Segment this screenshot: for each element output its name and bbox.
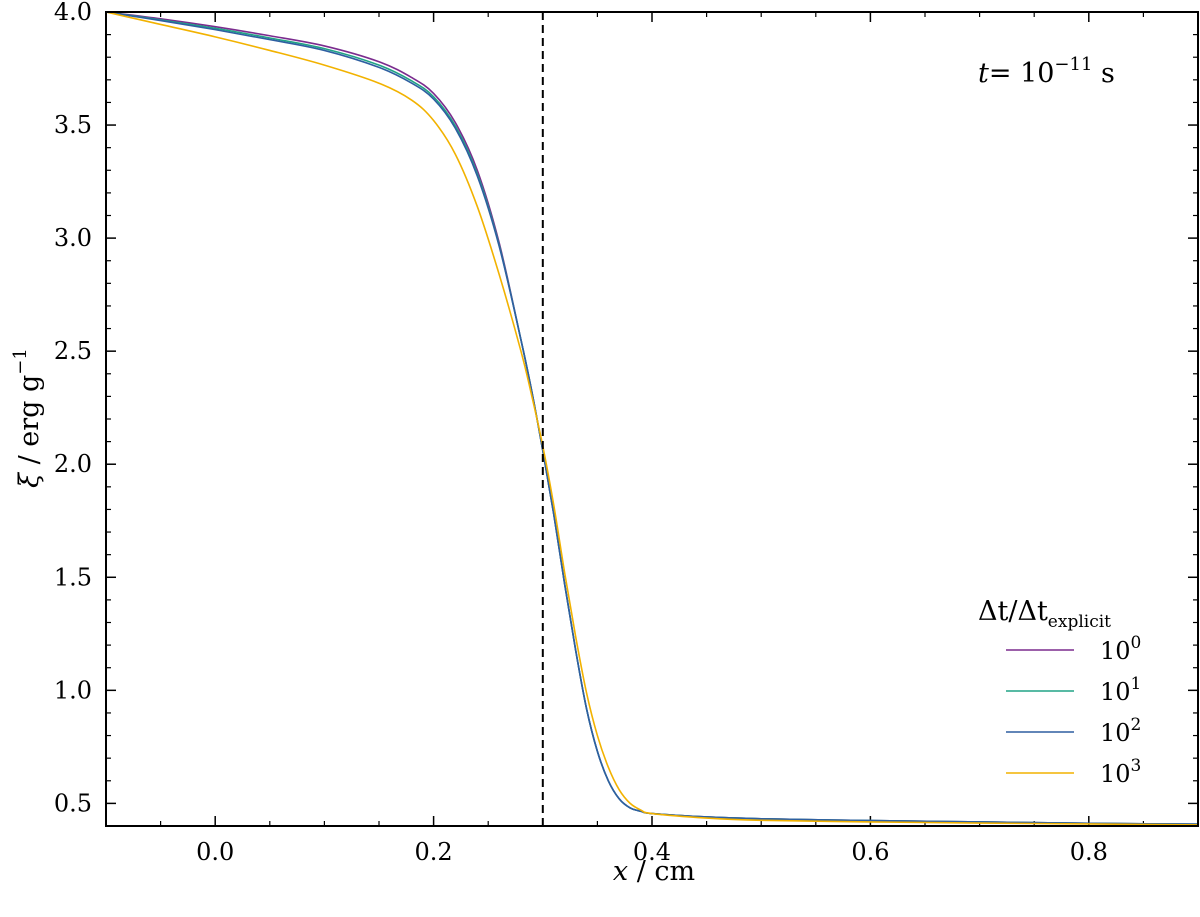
x-tick-label: 0.4 <box>633 838 671 866</box>
y-tick-label: 0.5 <box>54 789 92 817</box>
legend-entries: 100 101 102 103 <box>1006 633 1141 788</box>
x-tick-label: 0.2 <box>415 838 453 866</box>
y-tick-label: 2.5 <box>54 337 92 365</box>
y-tick-label: 4.0 <box>54 0 92 26</box>
y-axis-label: ξ / erg g−1 <box>10 348 45 488</box>
legend-label-1: 101 <box>1100 674 1141 706</box>
x-tick-label: 0.8 <box>1070 838 1108 866</box>
y-axis-label-exp: −1 <box>10 348 31 375</box>
y-tick-label: 3.5 <box>54 111 92 139</box>
time-annotation-unit: s <box>1092 58 1114 89</box>
y-axis-label-unit: / erg g <box>14 375 45 473</box>
y-tick-label: 1.0 <box>54 676 92 704</box>
legend-title-main: Δt/Δt <box>978 596 1048 627</box>
x-tick-label: 0.0 <box>196 838 234 866</box>
time-annotation-exp: −11 <box>1054 54 1092 75</box>
legend-title: Δt/Δtexplicit <box>978 596 1111 632</box>
x-axis-label: x / cm <box>613 856 695 887</box>
time-annotation: t= 10−11 s <box>978 54 1115 89</box>
y-tick-label: 2.0 <box>54 450 92 478</box>
x-axis-label-unit: / cm <box>628 856 695 887</box>
series-layer <box>105 11 1199 826</box>
x-axis-label-var: x <box>613 856 628 887</box>
legend: Δt/Δtexplicit 100 101 102 103 <box>978 596 1141 788</box>
y-tick-label: 3.0 <box>54 224 92 252</box>
series-line-3 <box>105 11 1199 826</box>
legend-label-3: 103 <box>1100 756 1141 788</box>
y-axis-label-var: ξ <box>14 472 45 488</box>
series-line-2 <box>105 11 1199 825</box>
x-tick-label: 0.6 <box>851 838 889 866</box>
y-tick-label: 1.5 <box>54 563 92 591</box>
legend-label-2: 102 <box>1100 715 1141 747</box>
legend-label-0: 100 <box>1100 633 1141 665</box>
time-annotation-var: t <box>978 58 989 89</box>
time-annotation-eq: = 10 <box>989 58 1055 89</box>
plot-frame <box>105 11 1199 827</box>
legend-title-sub: explicit <box>1048 612 1111 632</box>
tick-labels: 0.0 0.2 0.4 0.6 0.8 0.5 1.0 1.5 2.0 2.5 3.0 3.5 4.0 <box>54 0 1108 866</box>
